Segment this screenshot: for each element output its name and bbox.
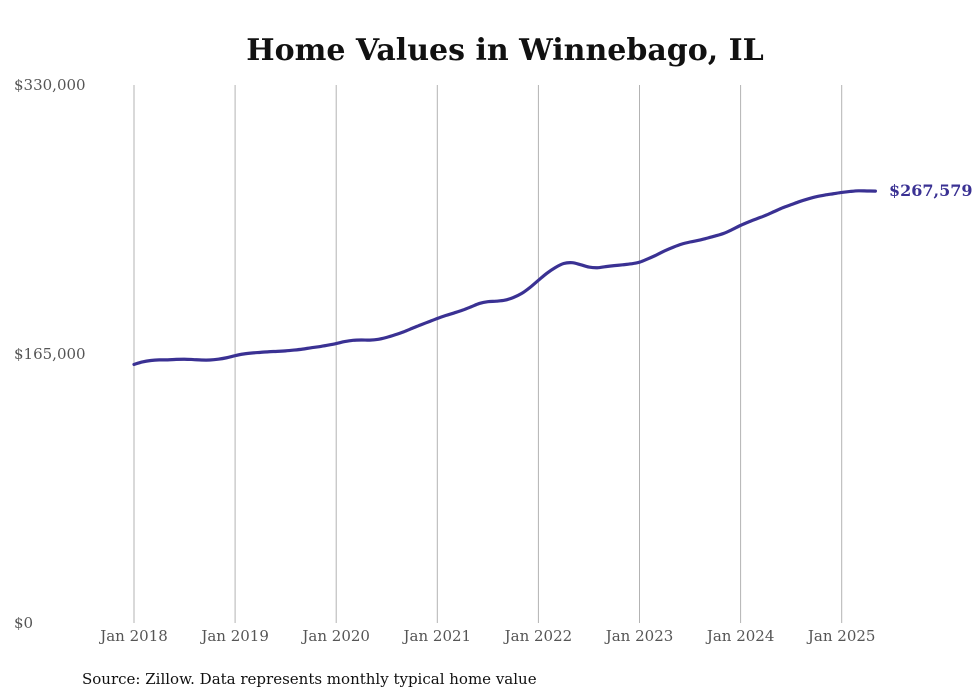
y-tick-label: $330,000 [14,76,86,94]
source-note: Source: Zillow. Data represents monthly … [82,670,537,688]
x-tick-label: Jan 2020 [300,627,370,645]
x-tick-label: Jan 2025 [806,627,876,645]
x-tick-label: Jan 2018 [98,627,168,645]
x-tick-label: Jan 2022 [503,627,573,645]
series-line [132,189,877,367]
x-tick-label: Jan 2019 [199,627,269,645]
y-tick-label: $165,000 [14,345,86,363]
y-tick-label: $0 [14,614,33,632]
y-axis: $0 $165,000 $330,000 [14,76,86,632]
gridlines [133,85,843,623]
x-axis: Jan 2018 Jan 2019 Jan 2020 Jan 2021 Jan 2022… [98,627,875,645]
end-value-label: $267,579 [889,181,973,200]
x-tick-label: Jan 2021 [402,627,472,645]
x-tick-label: Jan 2023 [604,627,674,645]
x-tick-label: Jan 2024 [705,627,775,645]
chart-title: Home Values in Winnebago, IL [246,33,764,68]
